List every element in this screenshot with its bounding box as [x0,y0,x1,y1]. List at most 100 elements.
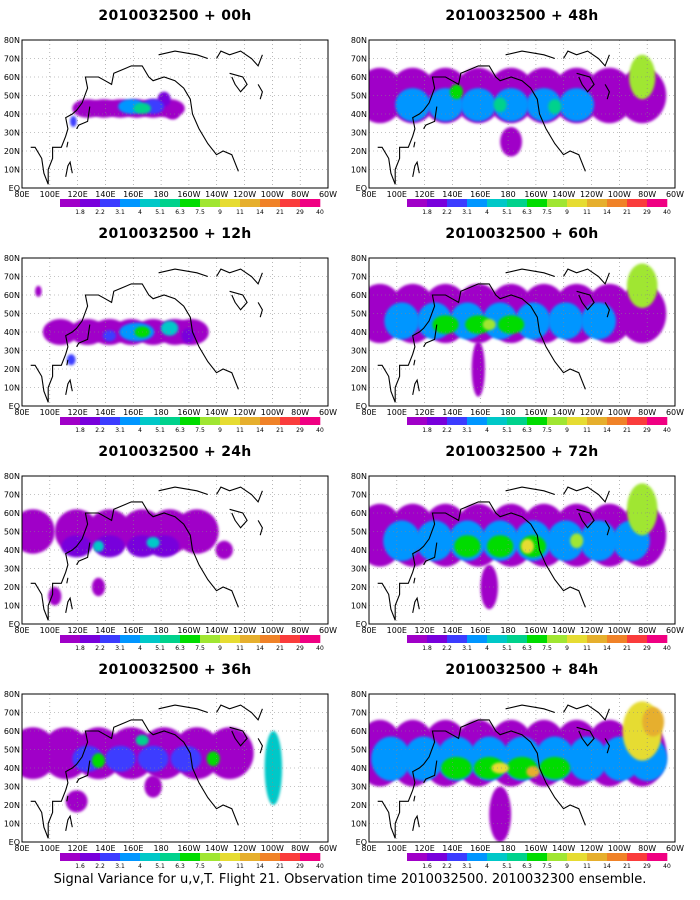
map-panel: 2010032500 + 36h EQ 10N 20N 30N 40N 50N 60N 70N 8… [4,654,345,870]
colorbar-swatch [527,853,548,861]
x-tick-label: 140W [552,190,575,199]
y-tick-label: 50N [351,92,367,101]
coastlines [30,486,263,621]
x-tick-label: 120W [580,844,603,853]
variance-contour [454,535,481,558]
coastline [423,760,438,784]
colorbar-label: 1.8 [75,209,85,216]
gridlines [22,258,328,406]
x-tick-label: 100E [40,626,60,635]
colorbar-label: 4 [485,427,489,434]
colorbar-label: 14 [256,427,264,434]
colorbar-label: 5.1 [155,209,165,216]
colorbar-label: 7.5 [542,427,552,434]
colorbar-label: 9 [565,427,569,434]
colorbar-label: 29 [296,209,304,216]
colorbar-swatch [100,853,121,861]
colorbar-swatch [587,417,608,425]
colorbar-label: 29 [643,645,651,652]
variance-contour [42,319,78,345]
colorbar-swatch [80,635,101,643]
y-tick-label: 40N [4,764,20,773]
x-tick-label: 180 [500,626,515,635]
coastline [229,72,248,93]
variance-contour [403,736,444,781]
coastline [65,596,73,614]
y-tick-label: 40N [4,110,20,119]
x-tick-label: 160W [524,626,547,635]
coastline [76,106,91,130]
x-tick-label: 60W [319,626,337,635]
y-tick-label: EQ [356,620,367,629]
y-tick-label: 20N [351,147,367,156]
colorbar-swatch [487,417,508,425]
colorbar-swatch [160,417,181,425]
coastline [604,738,610,754]
variance-contour [166,108,180,120]
variance-contour [579,520,618,562]
colorbar-swatch [140,417,161,425]
x-tick-label: 100E [387,844,407,853]
variance-contour [181,328,195,344]
colorbar-label: 1.6 [75,863,85,870]
variance-contour [137,745,169,772]
colorbar-label: 29 [643,209,651,216]
panel-title: 2010032500 + 84h [445,662,599,678]
map-frame [368,693,676,843]
colorbar-swatch [467,199,488,207]
colorbar-swatch [627,635,648,643]
y-tick-label: EQ [9,184,20,193]
colorbar-swatch [547,417,568,425]
y-tick-label: 30N [4,129,20,138]
coastline [76,760,91,784]
colorbar-label: 14 [603,645,611,652]
x-tick-label: 80W [638,190,656,199]
y-tick-label: 30N [4,565,20,574]
x-tick-label: 60W [666,190,684,199]
variance-contour [415,520,454,562]
variance-field [35,285,209,366]
variance-contour [175,509,219,554]
colorbar-swatch [280,635,301,643]
gridlines [369,694,675,842]
x-tick-label: 140E [95,408,115,417]
map-panel: 2010032500 + 00h EQ 10N 20N 30N 40N 50N 60N 70N 8… [4,0,345,216]
colorbar-swatch [467,417,488,425]
x-tick-label: 80W [291,626,309,635]
colorbar: 1.6 2.2 3.1 4 5.1 6.3 7.5 9 11 14 21 29 40 [60,853,324,870]
colorbar-label: 2.2 [95,209,105,216]
y-tick-label: 20N [4,365,20,374]
coastline [30,65,239,185]
gridlines [22,476,328,624]
y-tick-label: 20N [4,583,20,592]
x-tick-label: 80W [638,408,656,417]
coastline [604,302,610,318]
colorbar-swatch [300,635,321,643]
variance-contour [206,751,220,767]
y-tick-label: 80N [351,472,367,481]
x-tick-label: 140E [442,844,462,853]
variance-contour [105,745,136,772]
coastline [257,520,263,536]
colorbar-label: 9 [565,863,569,870]
colorbar-swatch [447,199,468,207]
colorbar-label: 40 [316,863,324,870]
x-tick-label: 100W [261,190,284,199]
colorbar-swatch [427,635,448,643]
y-tick-label: 60N [351,727,367,736]
y-tick-label: 10N [351,384,367,393]
colorbar-swatch [607,635,628,643]
colorbar-label: 9 [218,863,222,870]
variance-contour [547,520,585,562]
x-tick-label: 160E [470,190,490,199]
coastline [413,795,416,802]
colorbar-swatch [567,199,588,207]
colorbar-label: 5.1 [502,863,512,870]
colorbar-label: 21 [276,209,284,216]
x-tick-label: 160W [177,408,200,417]
colorbar-swatch [567,635,588,643]
y-tick-label: 50N [4,528,20,537]
map-plot: EQ 10N 20N 30N 40N 50N 60N 70N 80N 80E 100E 120E 140… [4,690,337,870]
panel-title: 2010032500 + 60h [445,226,599,242]
variance-contour [515,302,551,340]
